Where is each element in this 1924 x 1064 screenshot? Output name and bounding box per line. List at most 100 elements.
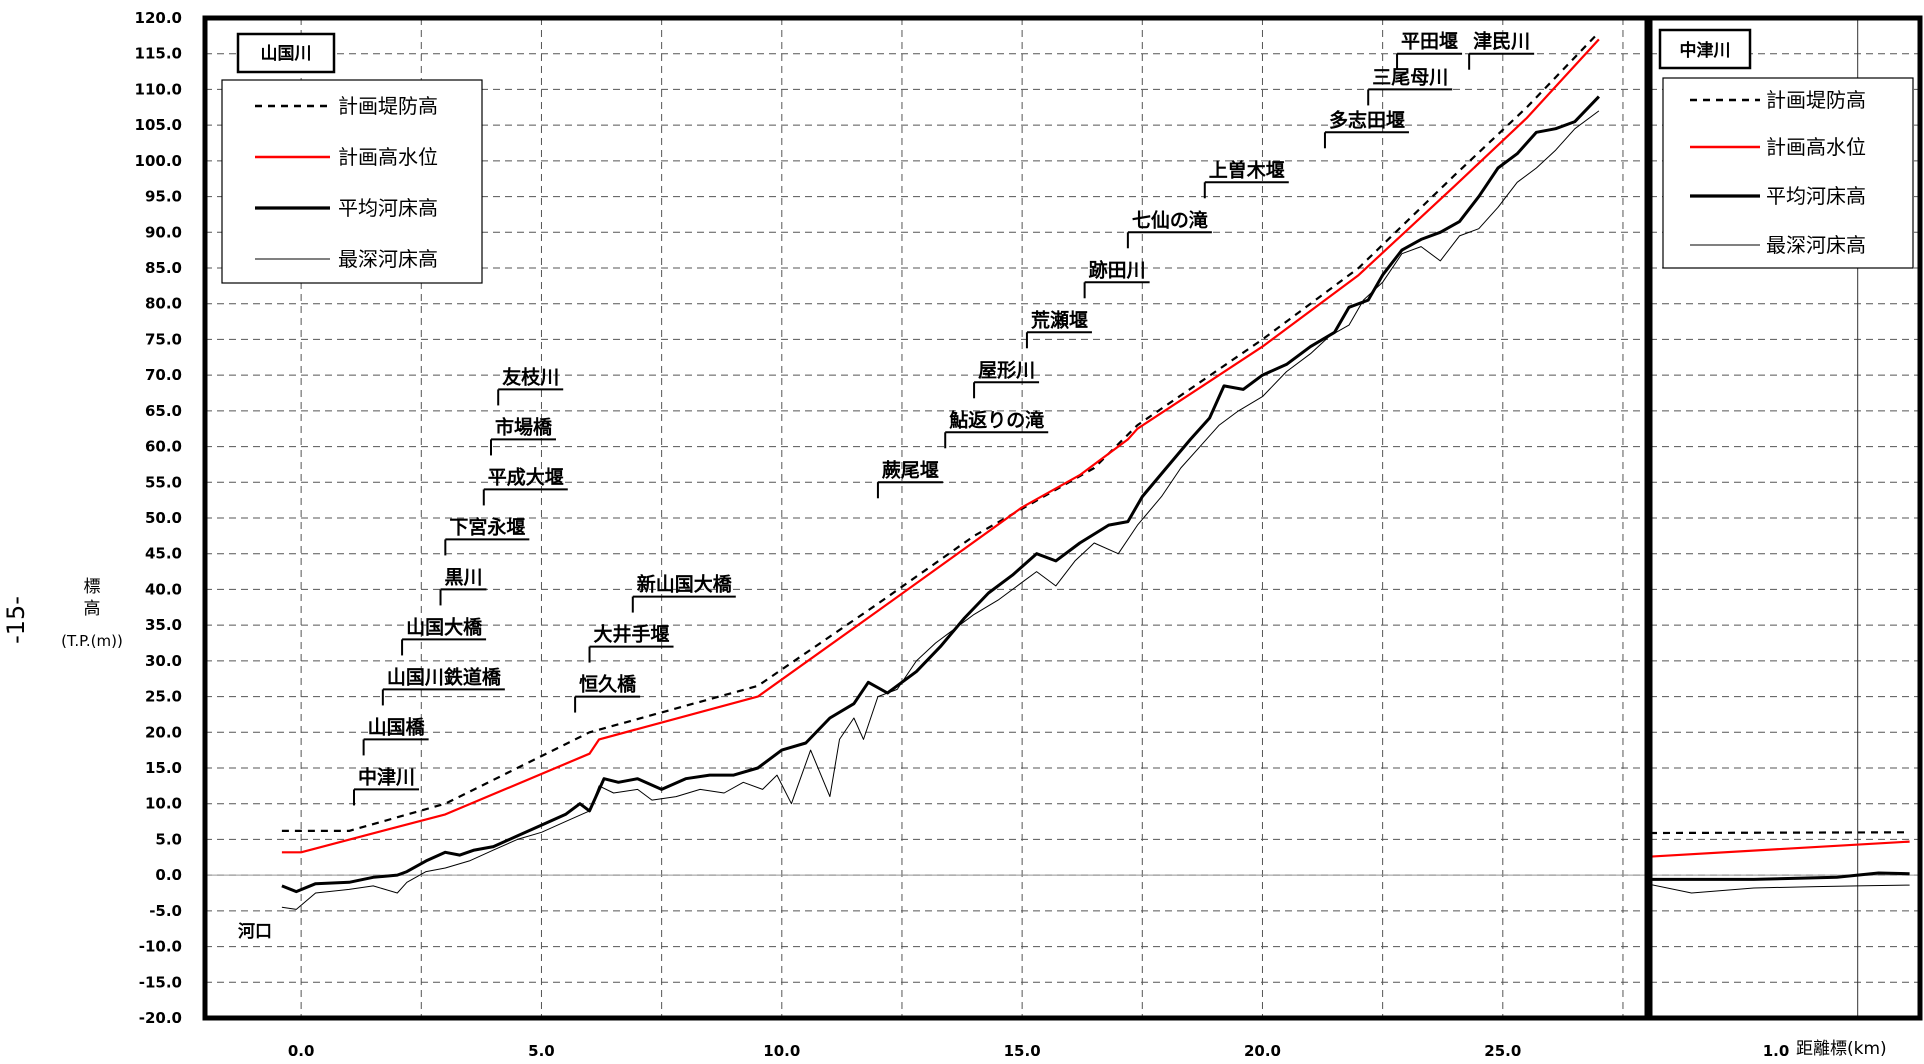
y-tick-label: 20.0	[145, 723, 182, 741]
y-tick-label: 75.0	[145, 330, 182, 348]
side-title: 中津川	[1680, 40, 1731, 61]
y-tick-labels: 120.0 115.0 110.0 105.0 100.0 95.0 90.0 85.0 80.…	[135, 9, 182, 1027]
y-label-line-3: (T.P.(m))	[61, 632, 123, 650]
annotation-label: 山国川鉄道橋	[387, 665, 502, 688]
y-tick-label: 25.0	[145, 688, 182, 706]
annotation-label: 恒久橋	[579, 673, 637, 696]
side-series-line-average-bed	[1650, 871, 1910, 881]
annotation-label: 平成大堰	[488, 465, 564, 488]
y-tick-label: 90.0	[145, 223, 182, 241]
legend-label-deep-bed: 最深河床高	[338, 247, 438, 271]
side-series-line-dike-height	[1649, 831, 1910, 835]
y-tick-label: 15.0	[145, 759, 182, 777]
main-plot-frame	[202, 15, 1650, 1021]
annotation: 黒川	[439, 566, 487, 606]
y-tick-label: 120.0	[135, 9, 182, 27]
y-tick-label: 60.0	[145, 438, 182, 456]
y-tick-label: 70.0	[145, 366, 182, 384]
annotation-label: 蕨尾堰	[882, 458, 939, 481]
side-series-layer	[1649, 831, 1910, 894]
y-tick-label: 45.0	[145, 545, 182, 563]
y-tick-label: 100.0	[135, 152, 182, 170]
y-tick-label: 65.0	[145, 402, 182, 420]
series-line-average-bed	[281, 95, 1600, 894]
annotation-label: 黒川	[445, 566, 483, 588]
annotation-label: 津民川	[1473, 30, 1530, 53]
main-title: 山国川	[261, 44, 312, 64]
annotation-label: 屋形川	[978, 359, 1035, 381]
y-tick-label: -15.0	[139, 973, 182, 991]
annotation-label: 平田堰	[1401, 31, 1458, 53]
side-legend-label-deep-bed: 最深河床高	[1766, 233, 1866, 257]
annotation-label: 大井手堰	[594, 623, 670, 646]
y-tick-label: 55.0	[145, 473, 182, 491]
y-axis-title: 標 高 (T.P.(m)) -15-	[2, 577, 123, 650]
series-line-deepest-bed	[281, 110, 1600, 910]
y-tick-label: 5.0	[155, 830, 182, 848]
annotation-label: 山国橋	[368, 715, 426, 738]
annotation-label: 下宮永堰	[449, 515, 525, 538]
annotation: 鮎返りの滝	[944, 408, 1049, 449]
annotation: 蕨尾堰	[876, 458, 943, 499]
side-series-line-high-water-level	[1649, 840, 1910, 858]
side-title-box: 中津川	[1658, 28, 1752, 70]
side-legend-label-hwl: 計画高水位	[1766, 135, 1866, 159]
annotation-label: 市場橋	[495, 415, 553, 438]
annotation: 友枝川	[497, 365, 564, 406]
y-tick-label: 110.0	[135, 80, 182, 98]
annotation: 七仙の滝	[1126, 208, 1212, 249]
annotation-label: 多志田堰	[1329, 108, 1405, 131]
page-marker: -15-	[2, 596, 30, 644]
annotation-label: 三尾母川	[1372, 66, 1448, 88]
x-axis-title: 距離標(km)	[1796, 1039, 1887, 1059]
annotation-label: 新山国大橋	[637, 573, 733, 596]
main-series-layer	[281, 31, 1600, 910]
y-tick-label: 0.0	[155, 866, 182, 884]
annotation: 屋形川	[973, 359, 1040, 399]
annotation: 中津川	[353, 765, 420, 806]
y-tick-label: 115.0	[135, 45, 182, 63]
y-tick-label: 105.0	[135, 116, 182, 134]
legend-label-hwl: 計画高水位	[338, 145, 438, 169]
annotation: 恒久橋	[574, 673, 641, 713]
y-tick-label: 80.0	[145, 295, 182, 313]
annotation: 市場橋	[489, 415, 556, 456]
legend-label-dike: 計画堤防高	[338, 94, 438, 118]
annotation: 津民川	[1468, 30, 1535, 70]
x-tick-label: 20.0	[1244, 1042, 1281, 1060]
x-tick-label: 5.0	[528, 1042, 555, 1060]
annotation-label: 中津川	[358, 765, 415, 788]
annotation-label: 荒瀬堰	[1031, 308, 1088, 331]
annotation-label: 跡田川	[1089, 258, 1146, 281]
y-tick-label: 85.0	[145, 259, 182, 277]
series-line-high-water-level	[281, 38, 1600, 854]
y-tick-label: 40.0	[145, 580, 182, 598]
annotation-label: 山国大橋	[406, 615, 483, 638]
y-tick-label: -5.0	[149, 902, 182, 920]
side-x-tick: 1.0	[1763, 1042, 1790, 1060]
annotation: 山国川鉄道橋	[381, 665, 505, 706]
x-tick-label: 25.0	[1484, 1042, 1521, 1060]
annotation-label: 七仙の滝	[1132, 208, 1208, 231]
main-title-box: 山国川	[236, 32, 336, 74]
y-tick-label: 95.0	[145, 188, 182, 206]
annotation: 多志田堰	[1323, 108, 1409, 149]
annotation: 跡田川	[1083, 258, 1150, 299]
side-legend-label-avg-bed: 平均河床高	[1766, 184, 1866, 208]
y-tick-label: -10.0	[139, 938, 182, 956]
x-tick-label: 15.0	[1004, 1042, 1041, 1060]
main-legend: 計画堤防高 計画高水位 平均河床高 最深河床高	[221, 79, 483, 284]
side-legend: 計画堤防高 計画高水位 平均河床高 最深河床高	[1662, 77, 1914, 269]
y-tick-label: -20.0	[139, 1009, 182, 1027]
annotation: 山国大橋	[401, 615, 487, 656]
y-label-line-1: 標	[84, 577, 101, 597]
y-tick-label: 50.0	[145, 509, 182, 527]
side-series-line-deepest-bed	[1649, 883, 1910, 894]
side-plot-frame	[1647, 15, 1923, 1021]
river-mouth-label: 河口	[238, 922, 272, 942]
x-tick-label: 0.0	[288, 1042, 315, 1060]
side-legend-label-dike: 計画堤防高	[1766, 88, 1866, 112]
legend-label-avg-bed: 平均河床高	[338, 196, 438, 220]
